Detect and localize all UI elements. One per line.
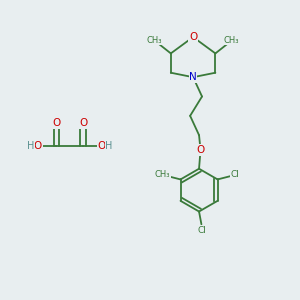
Text: O: O xyxy=(98,140,106,151)
Text: O: O xyxy=(34,140,42,151)
Text: O: O xyxy=(52,118,61,128)
Text: CH₃: CH₃ xyxy=(224,36,239,45)
Text: Cl: Cl xyxy=(198,226,206,235)
Text: O: O xyxy=(79,118,87,128)
Text: N: N xyxy=(189,72,197,82)
Text: H: H xyxy=(27,140,34,151)
Text: O: O xyxy=(196,145,205,155)
Text: CH₃: CH₃ xyxy=(154,170,170,179)
Text: O: O xyxy=(189,32,197,42)
Text: H: H xyxy=(105,140,113,151)
Text: CH₃: CH₃ xyxy=(147,36,162,45)
Text: Cl: Cl xyxy=(230,170,239,179)
